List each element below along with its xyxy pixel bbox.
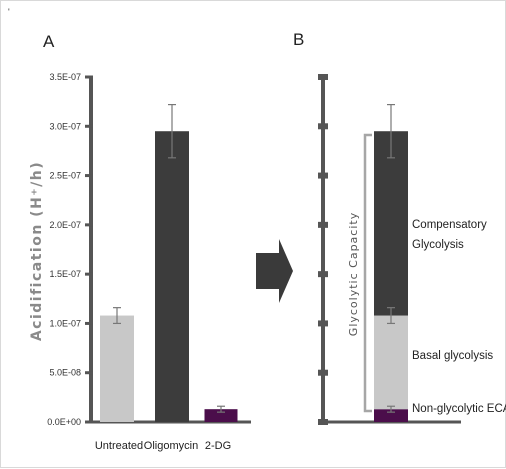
segment-non-glycolytic-error-bar [387,405,395,413]
annotation-non-glycolytic-eca: Non-glycolytic ECA [412,403,506,415]
y-tick-label: 3.5E-07 [49,72,81,82]
category-label-untreated: Untreated [95,440,143,452]
y-tick-label: 5.0E-08 [49,368,81,378]
annotation-basal-glycolysis: Basal glycolysis [412,350,493,362]
annotation-glycolysis: Glycolysis [412,239,464,251]
y-tick-label: 1.0E-07 [49,318,81,328]
segment-basal-error-bar [387,307,395,325]
panel-b: B Glycolytic Capacity Compensatory Glyco… [293,30,506,425]
panel-b-tick-mark [318,74,328,80]
bar-oligomycin [155,131,189,422]
panel-b-tick-mark [318,369,328,376]
panel-b-tick-mark [318,172,328,179]
bar-2dg [204,409,238,422]
panel-b-tick-mark [318,320,328,327]
bar-untreated [100,315,134,422]
right-arrow-icon [256,239,293,303]
panel-b-label: B [293,30,304,49]
panel-b-tick-mark [318,271,328,278]
segment-non-glycolytic [374,409,408,422]
glycolytic-capacity-bracket [363,133,372,413]
y-tick-label: 2.0E-07 [49,220,81,230]
bar-untreated-error-bar [113,307,121,325]
category-label-2dg: 2-DG [205,440,231,452]
corner-mark: ' [8,7,10,17]
annotation-compensatory: Compensatory [412,219,487,231]
y-tick-label: 2.5E-07 [49,171,81,181]
segment-total-error-bar [387,103,395,159]
segment-compensatory-glycolysis [374,131,408,316]
panel-b-tick-mark [318,123,328,130]
panel-a: A Acidification (H⁺/h) 0.0E+00 5.0E-08 1.0… [29,32,251,452]
category-label-oligomycin: Oligomycin [144,440,198,452]
glycolytic-capacity-label: Glycolytic Capacity [347,212,360,336]
panel-b-tick-mark [318,221,328,228]
y-tick-label: 0.0E+00 [47,417,81,427]
y-axis-label: Acidification (H⁺/h) [29,161,45,341]
bar-oligomycin-error-bar [168,103,176,159]
y-tick-label: 1.5E-07 [49,269,81,279]
panel-b-tick-mark [318,419,328,425]
panel-a-label: A [43,32,55,51]
bar-2dg-error-bar [217,405,225,413]
segment-basal-glycolysis [374,315,408,410]
y-tick-label: 3.0E-07 [49,121,81,131]
